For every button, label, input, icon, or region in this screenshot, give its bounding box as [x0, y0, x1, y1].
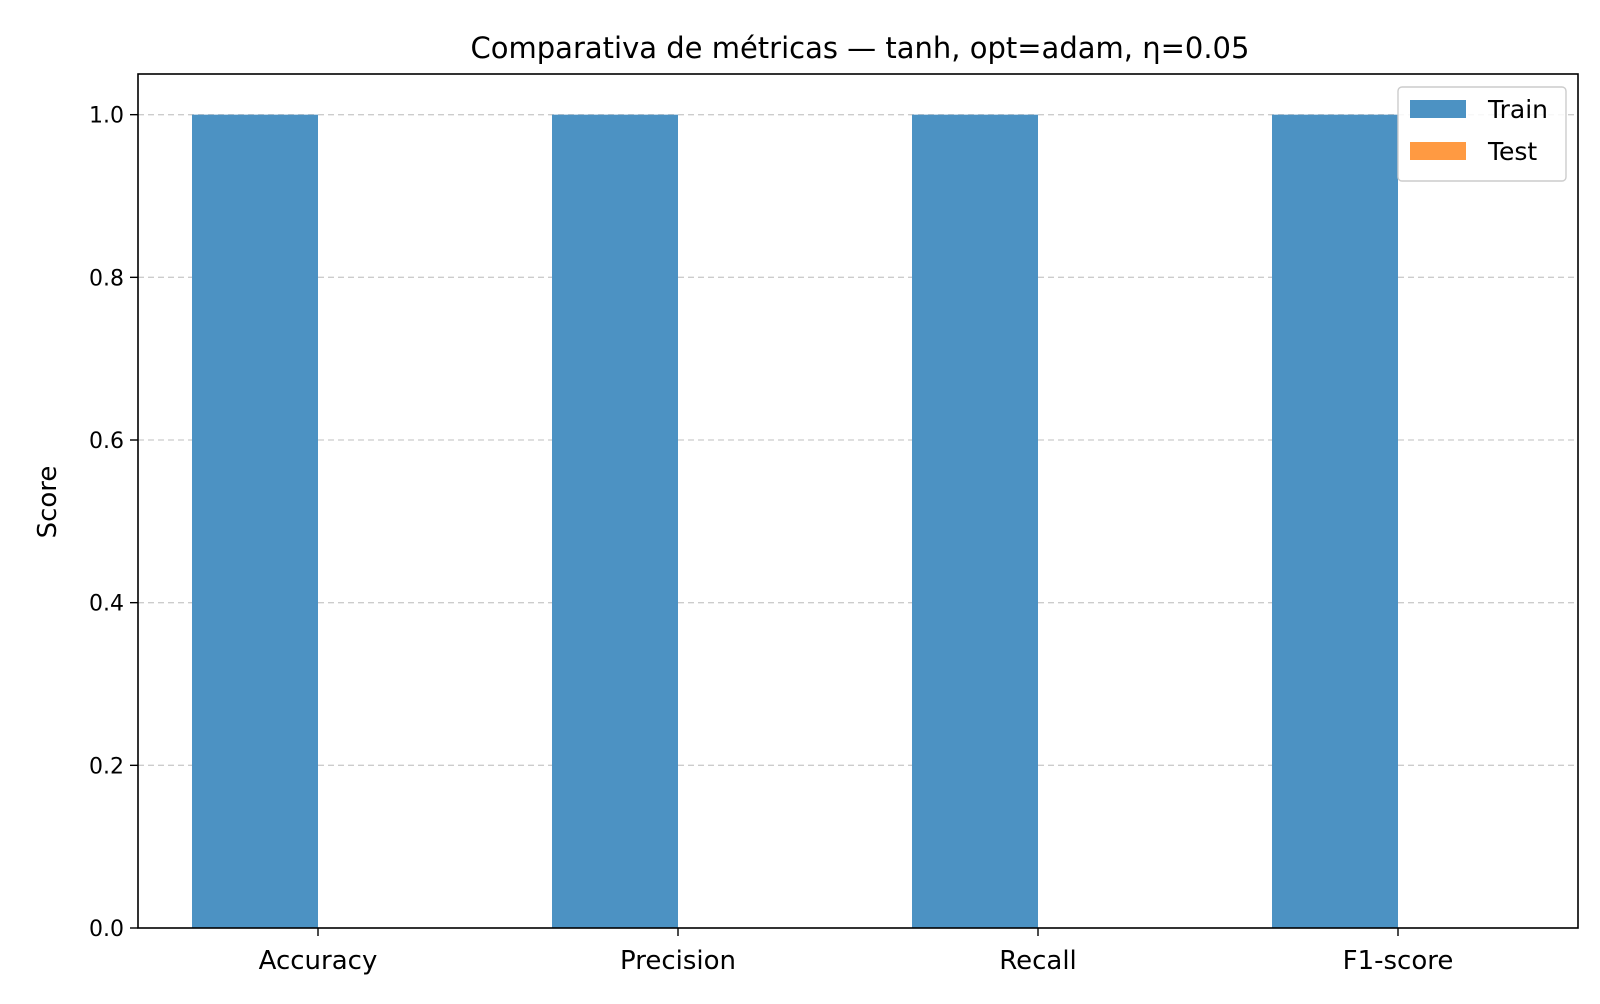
legend: Train Test — [1397, 86, 1567, 182]
y-tick-label: 1.0 — [89, 104, 124, 129]
bars — [192, 114, 1398, 928]
legend-swatch-train — [1410, 100, 1466, 118]
x-tick-label: Recall — [999, 946, 1077, 976]
x-tick-label: Accuracy — [259, 946, 378, 976]
y-axis-label: Score — [33, 466, 63, 539]
y-tick-label: 0.6 — [89, 429, 124, 454]
plot-frame — [137, 73, 1579, 929]
x-tick-label: Precision — [620, 946, 736, 976]
y-tick-label: 0.2 — [89, 754, 124, 779]
x-axis: Accuracy Precision Recall F1-score — [259, 928, 1454, 976]
x-tick-label: F1-score — [1343, 946, 1454, 976]
bar-train-precision — [552, 114, 678, 928]
y-tick-label: 0.0 — [89, 917, 124, 942]
legend-label-test: Test — [1487, 137, 1537, 166]
bar-train-recall — [912, 114, 1038, 928]
y-axis: 0.0 0.2 0.4 0.6 0.8 1.0 — [89, 104, 138, 942]
bar-train-f1-score — [1272, 114, 1398, 928]
legend-label-train: Train — [1487, 95, 1548, 124]
bar-train-accuracy — [192, 114, 318, 928]
y-tick-label: 0.8 — [89, 266, 124, 291]
chart-title: Comparativa de métricas — tanh, opt=adam… — [471, 31, 1250, 65]
legend-swatch-test — [1410, 142, 1466, 160]
y-tick-label: 0.4 — [89, 592, 124, 617]
